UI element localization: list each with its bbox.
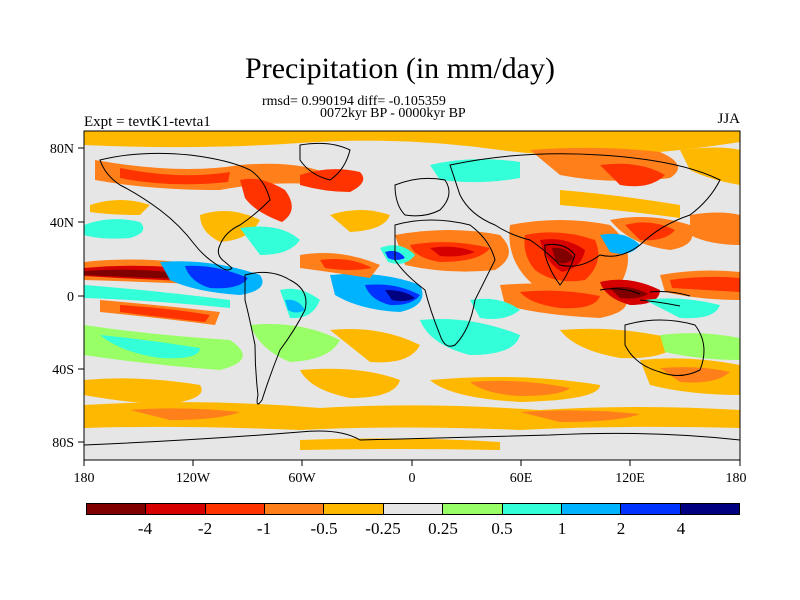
coastline: [99, 152, 271, 271]
lat-tick-labels: 80N 40N 0 40S 80S: [50, 142, 74, 451]
field-anomaly: [470, 380, 570, 396]
field-anomaly: [240, 226, 300, 255]
lat-label: 80N: [50, 142, 74, 157]
field-anomaly: [600, 233, 640, 254]
field-anomaly: [185, 265, 248, 289]
lon-label: 0: [409, 471, 416, 486]
lon-label: 120E: [615, 471, 645, 486]
lon-tick-labels: 180 120W 60W 0 60E 120E 180: [74, 471, 747, 486]
colorbar-label: -0.25: [365, 519, 401, 538]
map-field: [84, 131, 740, 460]
field-anomaly: [240, 178, 292, 222]
coastline: [624, 319, 705, 376]
lat-label: 40N: [50, 216, 74, 231]
colorbar-label: -4: [137, 519, 153, 538]
colorbar-segment: [324, 504, 384, 514]
coastline: [449, 153, 721, 267]
field-anomaly: [690, 212, 740, 245]
experiment-label: Expt = tevtK1-tevta1: [84, 114, 211, 130]
colorbar-label: -2: [197, 519, 213, 538]
field-anomaly: [660, 367, 730, 383]
field-anomaly: [670, 276, 740, 292]
lon-label: 60E: [510, 471, 533, 486]
lon-label: 180: [74, 471, 95, 486]
field-anomaly: [285, 299, 305, 313]
coastlines: [84, 142, 740, 446]
coastline: [84, 430, 740, 446]
stats-subtitle: rmsd= 0.990194 diff= -0.105359: [262, 94, 446, 109]
period-subtitle: 0072kyr BP - 0000kyr BP: [320, 106, 466, 121]
colorbar-segment: [680, 504, 739, 514]
field-anomaly: [300, 438, 500, 450]
coastline: [544, 244, 576, 286]
field-anomaly: [385, 290, 415, 302]
field-anomaly: [430, 159, 520, 183]
field-anomaly: [600, 163, 665, 187]
lon-ticks: [83, 460, 741, 466]
map-title: Precipitation (in mm/day): [245, 52, 555, 85]
lat-label: 40S: [52, 363, 74, 378]
field-anomaly: [320, 259, 372, 270]
field-anomaly: [300, 368, 400, 398]
coastline: [599, 288, 691, 307]
field-anomaly: [610, 286, 648, 299]
field-anomaly: [84, 285, 230, 308]
field-anomaly: [680, 147, 740, 185]
field-anomaly: [552, 247, 574, 264]
field-anomaly: [420, 319, 520, 355]
field-anomaly: [84, 219, 144, 239]
lat-label: 80S: [52, 436, 74, 451]
field-anomaly: [120, 305, 210, 322]
field-anomaly: [520, 290, 600, 309]
field-anomaly: [560, 190, 680, 218]
colorbar-segment: [561, 504, 622, 514]
lat-ticks: [78, 147, 84, 443]
field-anomaly: [90, 200, 150, 215]
colorbar-label: -0.5: [310, 519, 338, 538]
field-anomaly: [625, 222, 675, 241]
field-anomaly: [430, 246, 475, 257]
field-anomaly: [84, 378, 202, 405]
colorbar-label: 0.25: [428, 519, 458, 538]
coastline: [394, 177, 450, 217]
field-anomaly: [330, 329, 420, 363]
coastline: [244, 271, 307, 405]
field-anomaly: [120, 168, 230, 185]
coastline: [394, 219, 496, 347]
colorbar-label: -1: [256, 519, 272, 538]
colorbar-segment: [383, 504, 444, 514]
colorbar-segment: [621, 504, 681, 514]
colorbar-label: 0.5: [491, 519, 513, 538]
colorbar-segment: [502, 504, 562, 514]
lon-label: 120W: [176, 471, 211, 486]
field-anomaly: [84, 402, 740, 430]
field-anomaly: [100, 335, 200, 359]
field-anomaly: [520, 410, 640, 422]
colorbar-segment: [443, 504, 503, 514]
field-anomaly: [660, 333, 740, 360]
colorbar: [86, 503, 740, 515]
colorbar-label: 4: [676, 519, 686, 538]
colorbar-segment: [205, 504, 266, 514]
colorbar-segment: [265, 504, 325, 514]
lat-label: 0: [67, 290, 74, 305]
field-anomaly: [250, 324, 340, 362]
lon-label: 60W: [288, 471, 316, 486]
field-anomaly: [560, 328, 680, 359]
field-anomaly: [330, 210, 390, 232]
season-label: JJA: [717, 111, 740, 127]
lon-label: 180: [726, 471, 747, 486]
colorbar-label: 2: [616, 519, 626, 538]
colorbar-segment: [146, 504, 206, 514]
field-anomaly: [470, 298, 520, 319]
colorbar-segment: [87, 504, 147, 514]
colorbar-label: 1: [557, 519, 567, 538]
field-anomaly: [130, 408, 240, 420]
coastline: [299, 142, 351, 181]
